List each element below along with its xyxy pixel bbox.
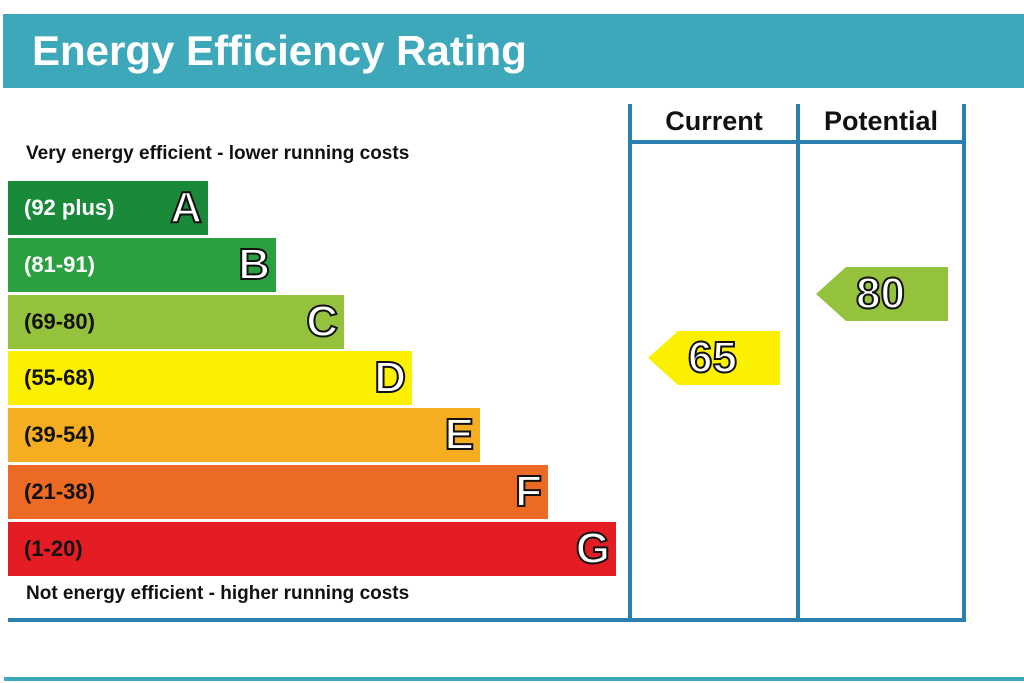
band-range-label: (39-54) bbox=[24, 422, 95, 447]
current-column-header: Current bbox=[665, 106, 763, 136]
band-letter: D bbox=[373, 352, 407, 403]
column-divider-right bbox=[962, 104, 966, 622]
band-c: (69-80) C bbox=[8, 295, 344, 349]
band-range-label: (69-80) bbox=[24, 309, 95, 334]
title-bar bbox=[3, 14, 1024, 88]
potential-rating-arrow: 80 bbox=[816, 267, 948, 321]
chart-bottom-line bbox=[8, 618, 966, 622]
band-letter: A bbox=[169, 182, 203, 233]
top-caption: Very energy efficient - lower running co… bbox=[26, 143, 410, 164]
band-b: (81-91) B bbox=[8, 238, 276, 292]
band-range-label: (92 plus) bbox=[24, 195, 115, 220]
chart-title: Energy Efficiency Rating bbox=[32, 27, 527, 74]
band-f: (21-38) F bbox=[8, 465, 548, 519]
band-range-label: (81-91) bbox=[24, 252, 95, 277]
band-range-label: (21-38) bbox=[24, 479, 95, 504]
band-d: (55-68) D bbox=[8, 351, 412, 405]
band-letter: C bbox=[305, 296, 339, 347]
potential-rating-value: 80 bbox=[855, 268, 906, 319]
band-letter: E bbox=[444, 409, 475, 460]
bottom-caption: Not energy efficient - higher running co… bbox=[26, 583, 410, 604]
band-a: (92 plus) A bbox=[8, 181, 208, 235]
footer-line bbox=[4, 677, 1024, 681]
band-letter: G bbox=[575, 523, 611, 574]
band-g: (1-20) G bbox=[8, 522, 616, 576]
band-e: (39-54) E bbox=[8, 408, 480, 462]
band-range-label: (1-20) bbox=[24, 536, 83, 561]
band-letter: F bbox=[514, 466, 543, 517]
header-underline bbox=[628, 140, 966, 144]
current-rating-value: 65 bbox=[687, 332, 738, 383]
column-divider-middle bbox=[796, 104, 800, 622]
band-letter: B bbox=[237, 239, 271, 290]
potential-column-header: Potential bbox=[823, 106, 938, 136]
current-rating-arrow: 65 bbox=[648, 331, 780, 385]
column-divider-left bbox=[628, 104, 632, 622]
band-range-label: (55-68) bbox=[24, 365, 95, 390]
